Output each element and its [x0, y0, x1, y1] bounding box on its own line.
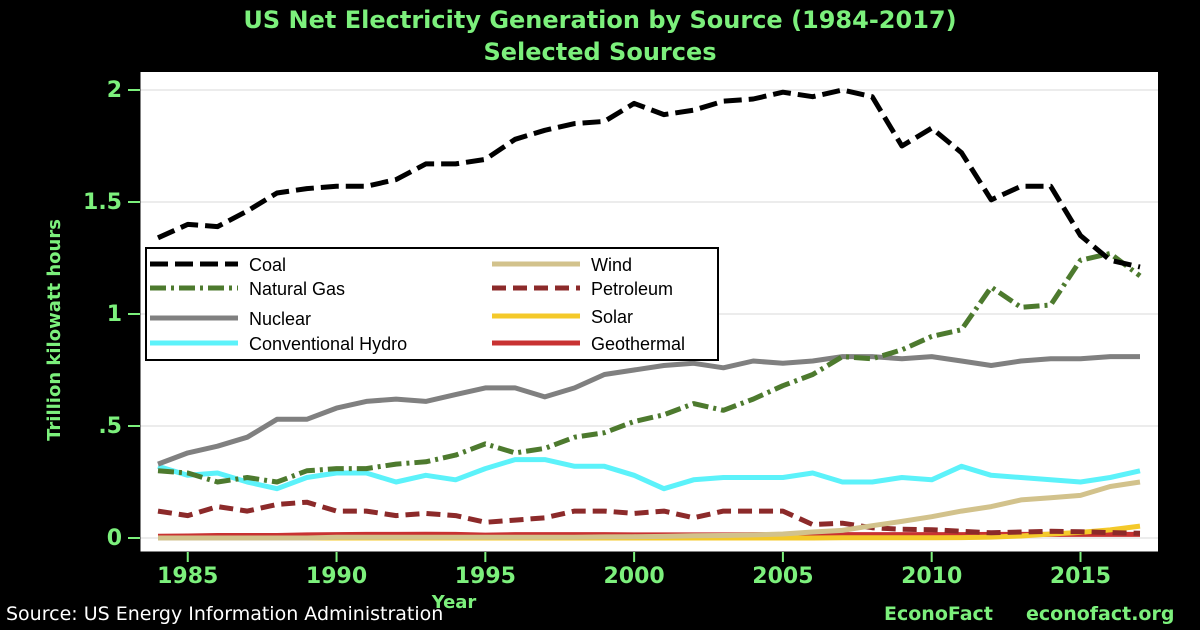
brand-label: EconoFact: [884, 603, 993, 625]
series-line-nuclear: [157, 354, 1140, 467]
series-line-petroleum: [157, 499, 1141, 536]
legend-label: Petroleum: [591, 279, 673, 299]
source-note: Source: US Energy Information Administra…: [6, 603, 444, 625]
legend-label: Nuclear: [249, 309, 311, 329]
x-tick-label: 2015: [1050, 564, 1111, 589]
series-line-wind: [158, 479, 1141, 541]
y-tick-label: 1.5: [83, 190, 122, 215]
y-tick-label: 0: [107, 526, 122, 551]
legend: Coal Natural Gas Nuclear Conventional Hydro…: [145, 247, 719, 361]
chart-title: US Net Electricity Generation by Source …: [243, 6, 957, 34]
x-tick-label: 2000: [604, 564, 665, 589]
legend-label: Coal: [249, 255, 286, 275]
y-tick-label: 1: [107, 302, 122, 327]
y-tick-label: 2: [107, 78, 122, 103]
series-line-natural-gas: [157, 251, 1142, 485]
legend-label: Geothermal: [591, 334, 685, 354]
legend-label: Solar: [591, 307, 633, 327]
y-tick-label: .5: [98, 414, 122, 439]
x-tick-label: 1985: [157, 564, 218, 589]
y-axis-title: Trillion kilowatt hours: [44, 219, 65, 441]
chart-subtitle: Selected Sources: [483, 38, 717, 66]
legend-label: Wind: [591, 255, 632, 275]
x-tick-label: 2010: [901, 564, 962, 589]
x-tick-label: 1995: [455, 564, 516, 589]
x-tick-label: 2005: [752, 564, 813, 589]
legend-box: [145, 247, 719, 361]
legend-label: Natural Gas: [249, 279, 345, 299]
site-label: econofact.org: [1026, 603, 1175, 625]
legend-label: Conventional Hydro: [249, 334, 407, 354]
series-line-coal: [156, 87, 1141, 270]
series-line-conventional-hydro: [157, 457, 1141, 492]
x-tick-label: 1990: [306, 564, 367, 589]
x-axis-title: Year: [431, 592, 477, 613]
